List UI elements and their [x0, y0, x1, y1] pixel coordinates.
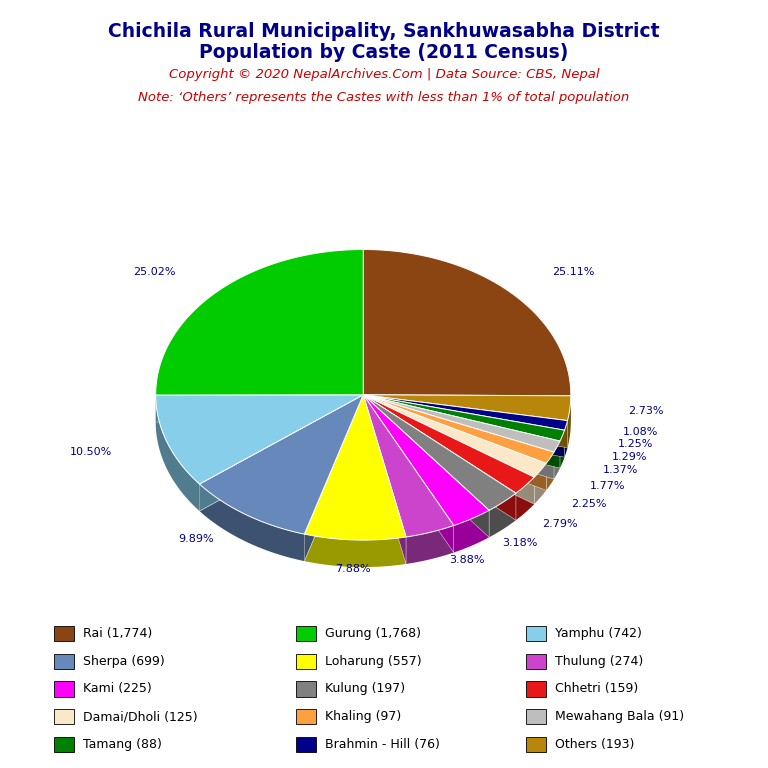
Polygon shape: [363, 395, 571, 422]
Polygon shape: [363, 395, 564, 441]
Text: Yamphu (742): Yamphu (742): [555, 627, 642, 640]
Text: Kulung (197): Kulung (197): [325, 683, 405, 695]
Polygon shape: [156, 395, 363, 422]
Text: Rai (1,774): Rai (1,774): [83, 627, 152, 640]
Polygon shape: [516, 477, 535, 520]
Text: 2.73%: 2.73%: [627, 406, 664, 416]
Text: Tamang (88): Tamang (88): [83, 738, 162, 750]
Text: Others (193): Others (193): [555, 738, 634, 750]
Polygon shape: [546, 452, 554, 490]
Polygon shape: [363, 395, 454, 552]
Polygon shape: [489, 493, 516, 538]
Text: 3.18%: 3.18%: [502, 538, 538, 548]
Text: Note: ‘Others’ represents the Castes with less than 1% of total population: Note: ‘Others’ represents the Castes wit…: [138, 91, 630, 104]
Polygon shape: [363, 395, 406, 564]
Polygon shape: [363, 395, 554, 463]
Polygon shape: [304, 395, 363, 561]
Polygon shape: [363, 395, 546, 490]
Text: 1.29%: 1.29%: [611, 452, 647, 462]
Text: Damai/Dholi (125): Damai/Dholi (125): [83, 710, 197, 723]
Text: 1.37%: 1.37%: [603, 465, 638, 475]
Text: Copyright © 2020 NepalArchives.Com | Data Source: CBS, Nepal: Copyright © 2020 NepalArchives.Com | Dat…: [169, 68, 599, 81]
Polygon shape: [363, 395, 560, 452]
Text: 25.11%: 25.11%: [551, 267, 594, 277]
Text: 10.50%: 10.50%: [70, 446, 112, 456]
Polygon shape: [363, 395, 554, 479]
Polygon shape: [363, 395, 554, 479]
Polygon shape: [535, 463, 546, 504]
Polygon shape: [454, 510, 489, 552]
Text: 7.88%: 7.88%: [335, 564, 370, 574]
Polygon shape: [304, 395, 363, 561]
Polygon shape: [363, 395, 568, 448]
Polygon shape: [363, 395, 489, 538]
Polygon shape: [363, 395, 454, 552]
Polygon shape: [363, 395, 568, 430]
Polygon shape: [200, 395, 363, 511]
Polygon shape: [564, 421, 568, 457]
Polygon shape: [363, 395, 535, 493]
Text: Brahmin - Hill (76): Brahmin - Hill (76): [325, 738, 440, 750]
Polygon shape: [363, 395, 535, 504]
Text: 2.25%: 2.25%: [571, 498, 607, 508]
Text: 9.89%: 9.89%: [178, 534, 214, 544]
Text: Chhetri (159): Chhetri (159): [555, 683, 638, 695]
Polygon shape: [363, 395, 516, 510]
Polygon shape: [363, 395, 560, 468]
Polygon shape: [363, 250, 571, 396]
Text: Khaling (97): Khaling (97): [325, 710, 401, 723]
Polygon shape: [304, 395, 406, 540]
Polygon shape: [363, 395, 546, 490]
Text: Population by Caste (2011 Census): Population by Caste (2011 Census): [200, 43, 568, 62]
Polygon shape: [363, 395, 489, 538]
Polygon shape: [200, 395, 363, 534]
Polygon shape: [304, 534, 406, 567]
Text: Thulung (274): Thulung (274): [555, 655, 644, 667]
Polygon shape: [363, 395, 406, 564]
Polygon shape: [363, 395, 564, 457]
Polygon shape: [363, 395, 535, 504]
Text: 2.79%: 2.79%: [542, 518, 578, 528]
Polygon shape: [363, 395, 454, 537]
Text: 25.02%: 25.02%: [133, 266, 175, 276]
Polygon shape: [363, 395, 571, 421]
Polygon shape: [156, 395, 363, 484]
Text: Mewahang Bala (91): Mewahang Bala (91): [555, 710, 684, 723]
Polygon shape: [363, 395, 516, 520]
Polygon shape: [200, 484, 304, 561]
Polygon shape: [363, 395, 560, 468]
Text: 1.25%: 1.25%: [618, 439, 654, 449]
Polygon shape: [568, 396, 571, 448]
Text: 3.88%: 3.88%: [449, 554, 485, 564]
Polygon shape: [363, 395, 564, 457]
Polygon shape: [554, 441, 560, 479]
Text: Loharung (557): Loharung (557): [325, 655, 422, 667]
Text: 1.77%: 1.77%: [590, 481, 626, 491]
Polygon shape: [200, 395, 363, 511]
Polygon shape: [363, 395, 546, 477]
Text: Gurung (1,768): Gurung (1,768): [325, 627, 421, 640]
Text: 1.08%: 1.08%: [623, 426, 658, 436]
Polygon shape: [363, 395, 489, 525]
Polygon shape: [156, 250, 363, 395]
Polygon shape: [560, 430, 564, 468]
Text: Kami (225): Kami (225): [83, 683, 152, 695]
Polygon shape: [363, 395, 516, 520]
Polygon shape: [156, 395, 200, 511]
Polygon shape: [363, 395, 568, 448]
Text: Sherpa (699): Sherpa (699): [83, 655, 164, 667]
Text: Chichila Rural Municipality, Sankhuwasabha District: Chichila Rural Municipality, Sankhuwasab…: [108, 22, 660, 41]
Polygon shape: [406, 525, 454, 564]
